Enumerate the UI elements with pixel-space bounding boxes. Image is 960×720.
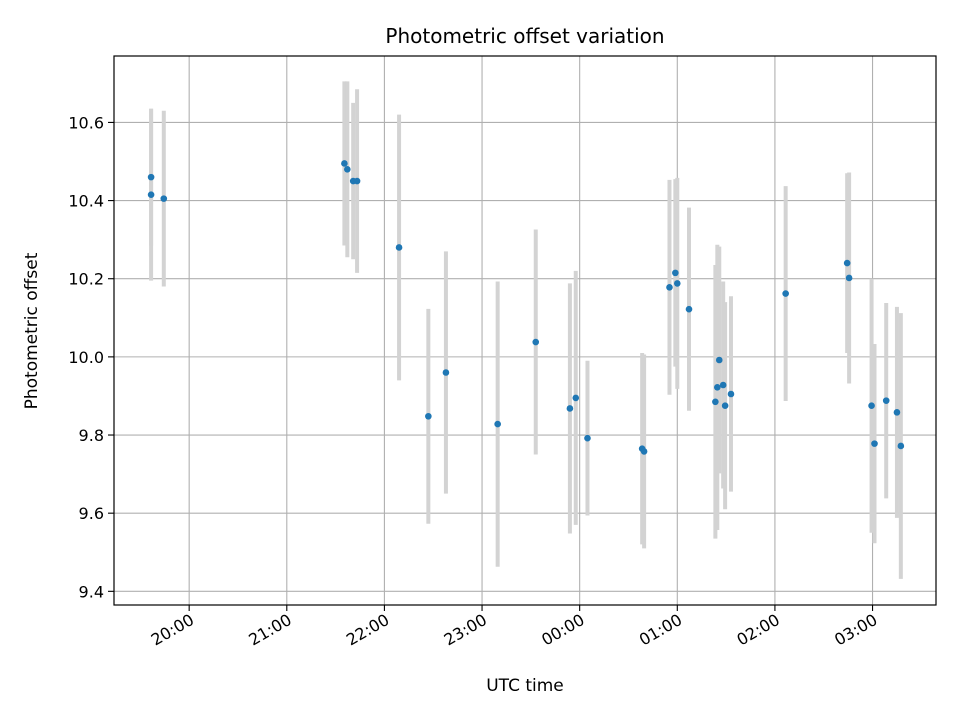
data-point-7 — [395, 244, 403, 251]
x-axis-label: UTC time — [486, 676, 564, 696]
y-tick-label-6: 10.6 — [68, 113, 104, 132]
data-point-31 — [871, 440, 878, 447]
data-point-11 — [532, 338, 540, 346]
data-point-17 — [666, 284, 673, 291]
data-point-34 — [897, 442, 905, 450]
data-point-4 — [344, 166, 351, 173]
data-point-9 — [442, 369, 450, 376]
data-points — [147, 160, 905, 455]
data-point-8 — [425, 412, 432, 420]
y-axis-ticks: 9.4 9.6 9.8 10.0 10.2 10.4 10.6 — [68, 113, 114, 601]
data-point-2 — [160, 195, 168, 202]
plot-frame — [113, 55, 937, 606]
data-point-30 — [868, 402, 875, 410]
y-tick-label-5: 10.4 — [68, 192, 104, 211]
data-point-12 — [566, 405, 574, 412]
data-point-26 — [727, 390, 735, 398]
y-tick-label-2: 9.8 — [79, 426, 104, 445]
y-tick-label-0: 9.4 — [79, 582, 104, 601]
y-tick-label-4: 10.2 — [68, 270, 104, 289]
data-point-10 — [494, 420, 501, 428]
data-point-27 — [782, 290, 789, 297]
chart-title: Photometric offset variation — [385, 24, 664, 48]
data-point-13 — [572, 394, 580, 402]
data-point-16 — [640, 448, 648, 455]
data-point-29 — [845, 274, 853, 282]
grid — [114, 56, 936, 605]
data-point-24 — [719, 381, 727, 389]
y-axis-label: Photometric offset — [22, 252, 42, 409]
data-point-28 — [843, 259, 851, 267]
data-point-19 — [673, 280, 681, 287]
data-point-32 — [882, 397, 890, 404]
data-point-21 — [712, 398, 719, 406]
data-point-22 — [714, 384, 721, 391]
data-point-18 — [672, 269, 679, 277]
data-point-1 — [147, 173, 155, 181]
data-point-0 — [147, 191, 155, 199]
data-point-25 — [721, 402, 729, 410]
data-point-33 — [893, 409, 901, 416]
data-point-14 — [584, 434, 591, 442]
data-point-20 — [685, 305, 693, 313]
data-point-6 — [353, 177, 361, 185]
data-point-3 — [341, 160, 348, 167]
data-point-23 — [715, 356, 723, 364]
y-tick-label-1: 9.6 — [79, 504, 104, 523]
y-tick-label-3: 10.0 — [68, 348, 104, 367]
